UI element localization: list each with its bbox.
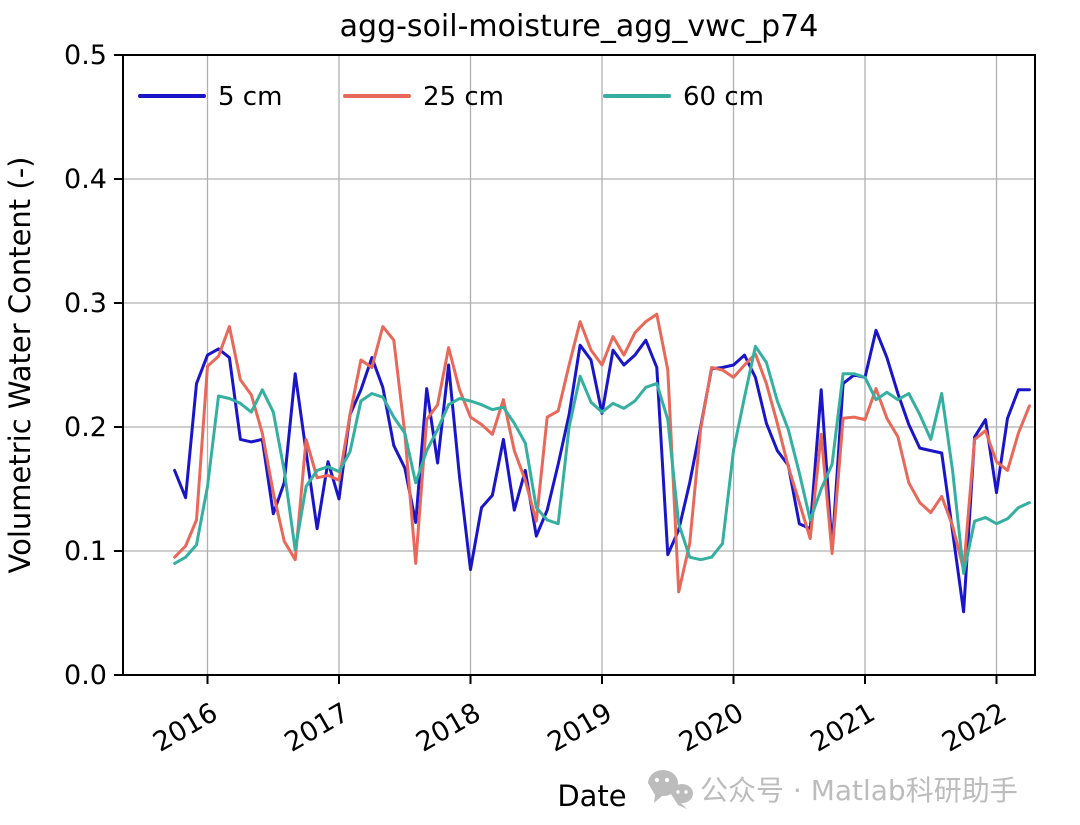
x-tick-label: 2019 <box>542 697 617 758</box>
series-line-25-cm <box>173 312 1031 594</box>
axis-ticks <box>114 54 998 684</box>
x-tick-label: 2022 <box>937 697 1012 758</box>
legend-label-25-cm: 25 cm <box>423 82 504 112</box>
grid-lines <box>123 55 1035 675</box>
data-series <box>173 312 1031 614</box>
wechat-icon <box>648 770 693 809</box>
y-tick-label: 0.1 <box>64 536 107 567</box>
y-tick-label: 0.0 <box>64 660 107 691</box>
y-tick-label: 0.5 <box>64 40 107 71</box>
y-axis-label: Volumetric Water Content (-) <box>3 157 37 574</box>
plot-frame <box>122 54 1036 676</box>
x-axis-label: Date <box>557 779 626 813</box>
x-tick-label: 2020 <box>674 697 749 758</box>
chart-title: agg-soil-moisture_agg_vwc_p74 <box>340 9 819 44</box>
y-tick-label: 0.3 <box>64 288 107 319</box>
y-tick-label: 0.4 <box>64 164 107 195</box>
x-tick-label: 2017 <box>279 697 354 758</box>
x-tick-label: 2021 <box>805 697 880 758</box>
watermark: 公众号 · Matlab科研助手 <box>648 770 1018 809</box>
watermark-text: 公众号 · Matlab科研助手 <box>700 774 1018 807</box>
x-tick-label: 2016 <box>148 697 223 758</box>
y-tick-label: 0.2 <box>64 412 107 443</box>
x-tick-label: 2018 <box>411 697 486 758</box>
legend: 5 cm 25 cm 60 cm <box>138 82 764 112</box>
legend-label-5-cm: 5 cm <box>218 82 282 112</box>
series-line-60-cm <box>173 344 1031 575</box>
legend-label-60-cm: 60 cm <box>683 82 764 112</box>
